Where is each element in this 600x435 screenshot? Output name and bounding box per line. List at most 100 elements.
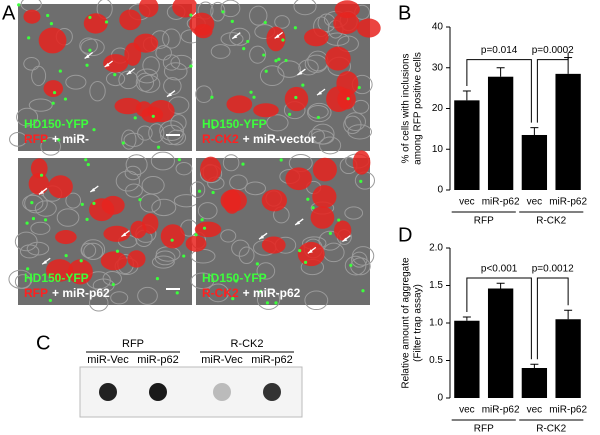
significance-bracket: [536, 52, 569, 123]
cell: [274, 15, 290, 29]
blot-dot: [99, 383, 117, 401]
cell: [89, 80, 106, 102]
bar: [454, 100, 480, 190]
inclusion: [211, 190, 215, 195]
rfp-cell: [46, 259, 74, 282]
x-tick-label: miR-p62: [549, 197, 587, 208]
inclusion: [177, 158, 181, 162]
y-tick-label: 30: [432, 62, 444, 73]
arrow-head: [38, 190, 44, 195]
inclusion: [43, 218, 48, 222]
inclusion: [85, 217, 89, 221]
y-axis-label: (Filter trap assay): [413, 284, 424, 362]
cell: [306, 102, 332, 123]
cell: [256, 289, 281, 310]
bar: [555, 319, 581, 398]
inclusion: [64, 254, 68, 258]
cell: [220, 0, 241, 18]
rfp-cell: [43, 80, 64, 97]
construct: RFP: [24, 132, 48, 146]
inclusion: [115, 249, 120, 253]
rfp-cell: [83, 13, 108, 34]
blot-dot: [149, 383, 167, 401]
rfp-cell: [48, 175, 73, 199]
construct-label: R-CK2 + miR-p62: [202, 286, 301, 300]
bar: [521, 368, 548, 398]
inclusion: [57, 138, 61, 142]
cell: [150, 151, 175, 171]
cell: [298, 59, 319, 76]
treatment: + miR-: [52, 132, 89, 146]
cell: [136, 68, 158, 84]
cell: [256, 262, 276, 280]
cell: [229, 27, 251, 46]
rfp-cell: [261, 236, 286, 254]
rfp-cell: [194, 221, 222, 238]
inclusion: [357, 85, 361, 90]
cell: [163, 62, 188, 81]
arrow-head: [166, 92, 172, 97]
cell: [344, 255, 367, 276]
rfp-cell: [119, 9, 142, 31]
inclusion: [49, 22, 54, 26]
inclusion: [264, 69, 268, 73]
bar: [521, 134, 548, 190]
arrow-head: [121, 232, 127, 237]
rfp-cell: [28, 173, 49, 195]
inclusion: [133, 116, 137, 120]
inclusion: [301, 83, 305, 87]
inclusion: [303, 260, 308, 264]
blot-dot: [213, 383, 231, 401]
cell: [167, 129, 187, 146]
rfp-cell: [312, 157, 337, 182]
cell: [110, 291, 129, 305]
inclusion: [230, 19, 234, 23]
inclusion: [281, 38, 285, 42]
inclusion: [25, 221, 29, 225]
y-tick-label: 10: [432, 144, 444, 155]
arrow-head: [126, 70, 132, 75]
inclusion: [241, 162, 245, 166]
p-value: p=0.0002: [532, 45, 574, 56]
inclusion: [182, 254, 186, 258]
inclusion: [30, 200, 34, 205]
inclusion: [242, 46, 246, 51]
y-tick-label: 20: [432, 103, 444, 114]
p-value: p=0.0012: [532, 264, 574, 275]
significance-bracket: [466, 277, 532, 360]
cell: [23, 56, 40, 71]
cell: [266, 114, 289, 132]
inclusion: [246, 39, 250, 44]
inclusion: [85, 63, 89, 67]
cell: [30, 221, 51, 235]
inclusion: [197, 189, 202, 193]
cell: [28, 98, 53, 112]
inclusion: [48, 298, 52, 303]
cell: [142, 56, 160, 76]
inclusion: [306, 197, 310, 201]
inclusion: [265, 301, 270, 305]
inclusion: [189, 64, 193, 68]
x-tick-label: miR-p62: [549, 405, 587, 416]
cell: [163, 77, 182, 96]
arrow-head: [307, 249, 313, 254]
cell: [249, 45, 267, 64]
panel-label: B: [398, 2, 411, 24]
cell: [9, 132, 27, 147]
arrow-head: [317, 91, 323, 96]
cell: [190, 272, 215, 290]
blot-lane: miR-p62: [251, 354, 293, 366]
blot-group: R-CK2: [230, 338, 263, 350]
inclusion: [277, 57, 281, 61]
arrow-head: [232, 34, 238, 39]
y-axis-label: % of cells with inclusions: [401, 53, 412, 163]
x-tick-label: miR-p62: [482, 197, 520, 208]
marker-label: HD150-YFP: [24, 271, 89, 285]
inclusion: [52, 90, 57, 95]
cell: [229, 174, 248, 191]
bar: [487, 288, 514, 398]
cell: [210, 44, 231, 59]
